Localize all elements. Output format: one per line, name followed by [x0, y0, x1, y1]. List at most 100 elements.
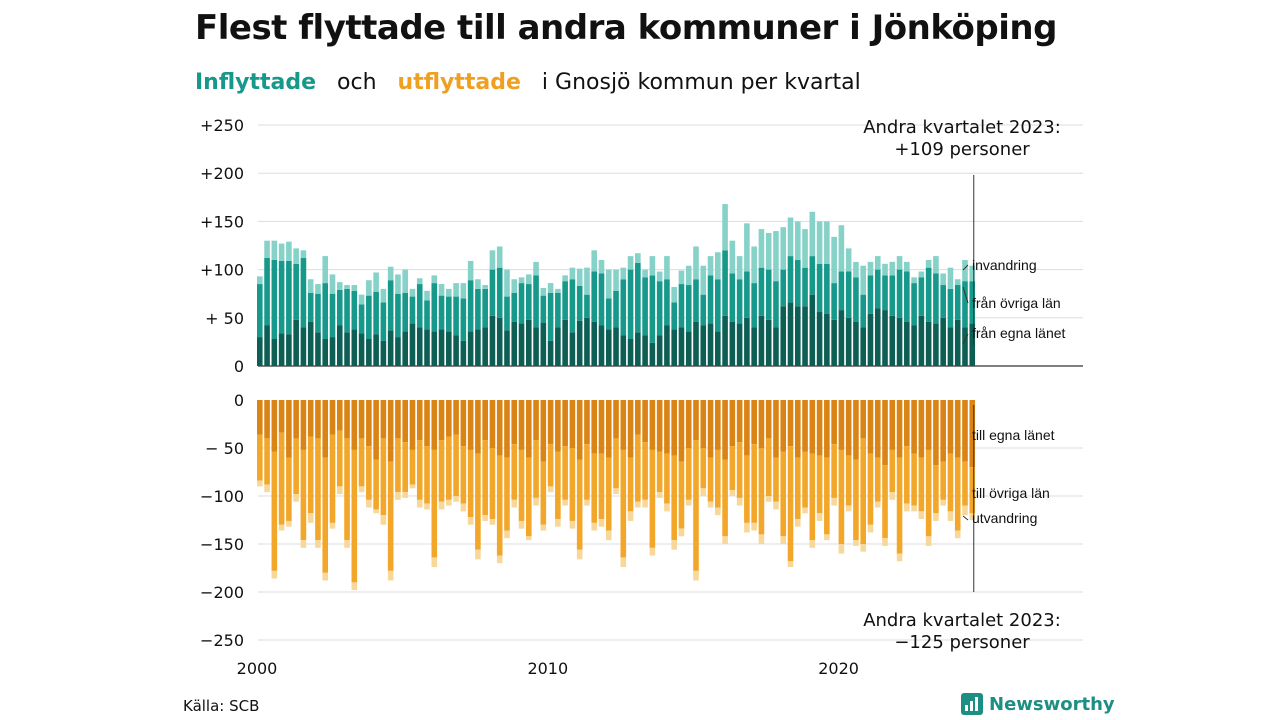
inflow-bar-segment — [933, 256, 939, 274]
inflow-bar-segment — [278, 333, 285, 366]
inflow-bar-segment — [700, 325, 707, 366]
outflow-bar-segment — [744, 400, 750, 456]
inflow-bar-segment — [867, 313, 874, 366]
inflow-bar-segment — [453, 296, 459, 336]
outflow-bar-segment — [511, 400, 518, 445]
top-series-label: från övriga län — [972, 295, 1061, 311]
inflow-bar-segment — [911, 277, 917, 284]
inflow-bar-segment — [969, 281, 976, 324]
inflow-bar-segment — [867, 261, 874, 276]
inflow-bar-segment — [904, 271, 910, 322]
outflow-bar-segment — [962, 400, 968, 462]
inflow-bar-segment — [387, 280, 394, 331]
outflow-bar-segment — [475, 400, 481, 454]
bottom-y-tick-label: −200 — [200, 583, 244, 602]
inflow-bar-segment — [315, 293, 321, 333]
inflow-bar-segment — [431, 331, 438, 366]
inflow-bar-segment — [453, 335, 459, 366]
inflow-bar-segment — [933, 273, 939, 324]
inflow-bar-segment — [635, 262, 641, 333]
inflow-bar-segment — [729, 321, 736, 366]
outflow-bar-segment — [809, 400, 816, 454]
inflow-bar-segment — [591, 250, 598, 272]
outflow-bar-segment — [496, 400, 503, 456]
inflow-bar-segment — [438, 329, 445, 366]
inflow-bar-segment — [715, 252, 721, 280]
inflow-bar-segment — [685, 331, 692, 366]
inflow-bar-segment — [824, 263, 830, 314]
outflow-bar-segment — [460, 400, 467, 447]
outflow-bar-segment — [380, 438, 387, 516]
inflow-bar-segment — [540, 322, 547, 366]
inflow-bar-segment — [838, 225, 845, 272]
outflow-bar-segment — [627, 511, 634, 521]
outflow-bar-segment — [336, 486, 343, 495]
outflow-bar-segment — [344, 540, 350, 548]
inflow-bar-segment — [489, 269, 496, 316]
outflow-bar-segment — [794, 457, 801, 520]
inflow-bar-segment — [446, 288, 452, 297]
outflow-bar-segment — [860, 544, 867, 552]
outflow-bar-segment — [322, 400, 329, 458]
inflow-bar-segment — [954, 285, 961, 320]
inflow-bar-segment — [678, 327, 685, 366]
inflow-bar-segment — [744, 317, 750, 366]
inflow-bar-segment — [882, 275, 888, 311]
outflow-bar-segment — [598, 453, 605, 520]
outflow-bar-segment — [773, 457, 779, 502]
source-note: Källa: SCB — [183, 697, 260, 715]
outflow-bar-segment — [773, 400, 779, 458]
inflow-bar-segment — [504, 296, 510, 331]
inflow-bar-segment — [911, 283, 917, 326]
inflow-bar-segment — [496, 317, 503, 366]
outflow-bar-segment — [715, 400, 721, 450]
inflow-bar-segment — [816, 312, 823, 366]
inflow-bar-segment — [569, 267, 576, 280]
inflow-bar-segment — [475, 329, 481, 366]
outflow-bar-segment — [257, 480, 263, 487]
outflow-bar-segment — [904, 400, 910, 447]
bottom-y-tick-label: −250 — [200, 631, 244, 650]
inflow-bar-segment — [373, 334, 379, 366]
outflow-bar-segment — [729, 446, 736, 491]
inflow-bar-segment — [918, 271, 925, 278]
outflow-bar-segment — [729, 490, 736, 496]
inflow-bar-segment — [387, 266, 394, 281]
inflow-bar-segment — [366, 339, 372, 366]
outflow-bar-segment — [446, 400, 452, 437]
outflow-bar-segment — [482, 400, 488, 441]
inflow-bar-segment — [271, 259, 278, 340]
inflow-bar-segment — [809, 211, 816, 257]
outflow-bar-segment — [962, 505, 968, 516]
outflow-bar-segment — [264, 484, 270, 493]
inflow-bar-segment — [780, 306, 787, 366]
inflow-bar-segment — [925, 259, 932, 268]
outflow-bar-segment — [787, 400, 794, 447]
inflow-bar-segment — [656, 271, 663, 282]
inflow-bar-segment — [853, 277, 859, 322]
inflow-bar-segment — [307, 292, 314, 322]
outflow-bar-segment — [751, 400, 757, 445]
outflow-bar-segment — [860, 400, 867, 439]
outflow-bar-segment — [257, 400, 263, 435]
outflow-bar-segment — [751, 444, 757, 523]
x-tick-label: 2020 — [818, 659, 859, 678]
subtitle-rest: i Gnosjö kommun per kvartal — [541, 70, 861, 95]
inflow-bar-segment — [874, 308, 881, 366]
outflow-bar-segment — [700, 488, 707, 496]
outflow-bar-segment — [911, 400, 917, 454]
inflow-bar-segment — [809, 256, 816, 295]
inflow-bar-segment — [802, 306, 808, 366]
outflow-bar-segment — [605, 457, 612, 531]
outflow-bar-segment — [780, 536, 787, 544]
inflow-bar-segment — [700, 265, 707, 295]
inflow-bar-segment — [780, 227, 787, 270]
inflow-bar-segment — [816, 263, 823, 313]
outflow-bar-segment — [925, 536, 932, 546]
outflow-bar-segment — [867, 400, 874, 454]
outflow-bar-segment — [489, 400, 496, 448]
inflow-bar-segment — [511, 279, 518, 293]
inflow-bar-segment — [904, 261, 910, 272]
outflow-bar-segment — [656, 492, 663, 498]
inflow-bar-segment — [525, 274, 532, 285]
